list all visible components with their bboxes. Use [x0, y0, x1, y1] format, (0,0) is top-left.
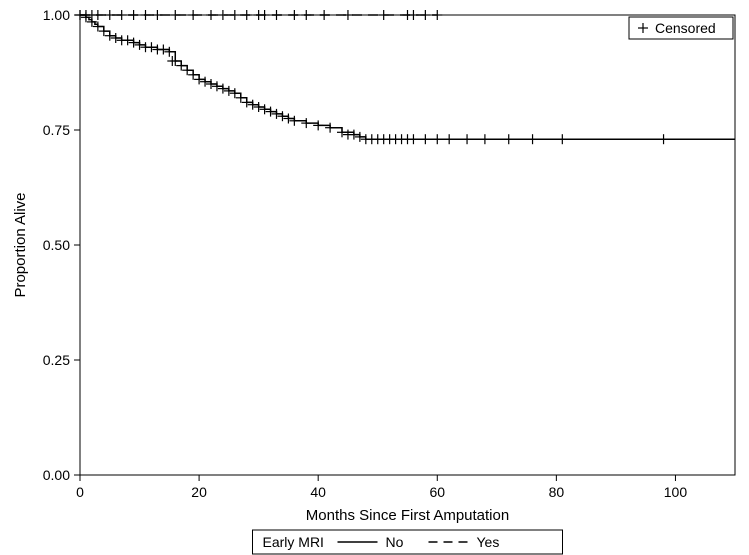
censor-mark	[176, 61, 186, 71]
x-tick-label: 40	[310, 484, 326, 500]
censor-mark	[164, 47, 174, 57]
censor-mark	[248, 100, 258, 110]
censor-mark	[117, 10, 127, 20]
censor-mark	[301, 118, 311, 128]
censor-mark	[152, 10, 162, 20]
censor-mark	[444, 134, 454, 144]
censor-mark	[432, 134, 442, 144]
censor-mark	[93, 10, 103, 20]
censor-mark	[462, 134, 472, 144]
y-tick-label: 0.75	[43, 122, 70, 138]
censor-mark	[432, 10, 442, 20]
censor-mark	[289, 10, 299, 20]
censor-mark	[266, 107, 276, 117]
censor-mark	[408, 10, 418, 20]
x-axis-label: Months Since First Amputation	[306, 507, 509, 524]
bottom-legend-title: Early MRI	[263, 534, 324, 550]
censor-mark	[182, 65, 192, 75]
censored-legend-label: Censored	[655, 20, 716, 36]
censor-mark	[337, 127, 347, 137]
censor-mark	[301, 10, 311, 20]
censor-mark	[206, 79, 216, 89]
censor-mark	[99, 26, 109, 36]
chart-svg: 0.00 0.25 0.50 0.75 1.00 0 20 40 60 80 100 Months S…	[0, 0, 749, 555]
censor-mark	[111, 33, 121, 43]
censor-mark	[129, 38, 139, 48]
censor-mark	[480, 134, 490, 144]
censor-mark	[105, 31, 115, 41]
censor-mark	[129, 10, 139, 20]
censor-mark	[146, 42, 156, 52]
censor-mark	[188, 10, 198, 20]
survival-chart: 0.00 0.25 0.50 0.75 1.00 0 20 40 60 80 100 Months S…	[0, 0, 749, 555]
censor-mark	[123, 35, 133, 45]
censor-mark	[158, 45, 168, 55]
censor-mark	[188, 70, 198, 80]
censor-mark	[254, 102, 264, 112]
censor-mark	[420, 134, 430, 144]
censor-mark	[230, 10, 240, 20]
plot-border	[80, 15, 735, 475]
censor-mark	[230, 88, 240, 98]
censor-mark	[504, 134, 514, 144]
censor-mark	[289, 116, 299, 126]
censor-mark	[260, 104, 270, 114]
legend-item-label: No	[386, 534, 404, 550]
censor-mark	[408, 134, 418, 144]
censor-mark	[319, 10, 329, 20]
censor-mark	[325, 123, 335, 133]
censor-mark	[260, 10, 270, 20]
censor-mark	[659, 134, 669, 144]
censor-mark	[283, 114, 293, 124]
y-tick-label: 1.00	[43, 7, 70, 23]
censor-mark	[313, 120, 323, 130]
y-tick-label: 0.00	[43, 467, 70, 483]
censor-mark	[272, 10, 282, 20]
censor-mark	[141, 10, 151, 20]
censor-mark	[420, 10, 430, 20]
censor-mark	[242, 10, 252, 20]
x-tick-label: 100	[664, 484, 688, 500]
censor-mark	[277, 111, 287, 121]
x-tick-label: 0	[76, 484, 84, 500]
censor-mark	[194, 74, 204, 84]
y-tick-label: 0.25	[43, 352, 70, 368]
censor-mark	[528, 134, 538, 144]
y-tick-label: 0.50	[43, 237, 70, 253]
x-tick-label: 20	[191, 484, 207, 500]
censor-mark	[236, 93, 246, 103]
censor-mark	[379, 10, 389, 20]
censor-mark	[272, 109, 282, 119]
censor-mark	[355, 132, 365, 142]
censor-mark	[242, 97, 252, 107]
censor-mark	[206, 10, 216, 20]
censor-mark	[557, 134, 567, 144]
censor-mark	[224, 86, 234, 96]
censor-mark	[212, 81, 222, 91]
censor-mark	[135, 40, 145, 50]
censor-mark	[349, 130, 359, 140]
x-tick-label: 60	[429, 484, 445, 500]
y-axis-label: Proportion Alive	[12, 192, 29, 297]
censor-mark	[218, 84, 228, 94]
censor-mark	[105, 10, 115, 20]
x-tick-label: 80	[549, 484, 565, 500]
censor-mark	[218, 10, 228, 20]
censor-mark	[170, 10, 180, 20]
legend-item-label: Yes	[477, 534, 500, 550]
censor-mark	[200, 77, 210, 87]
censor-mark	[343, 10, 353, 20]
